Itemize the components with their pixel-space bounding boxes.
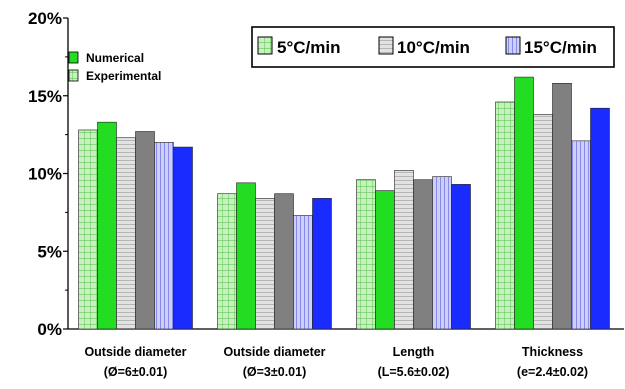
- category-label: (L=5.6±0.02): [378, 365, 450, 379]
- rate-legend: 5°C/min 10°C/min 15°C/min: [251, 26, 615, 68]
- legend-label-numerical: Numerical: [86, 51, 144, 65]
- category-label: (Ø=6±0.01): [104, 365, 168, 379]
- category-label: Outside diameter: [223, 345, 325, 359]
- bar-numerical-1: [552, 83, 572, 330]
- legend-swatch-numerical: [68, 51, 79, 64]
- category-label: Outside diameter: [84, 345, 186, 359]
- category-label: (Ø=3±0.01): [243, 365, 307, 379]
- bar-experimental-2: [432, 176, 452, 330]
- type-legend: Numerical Experimental: [68, 51, 161, 83]
- bar-numerical-2: [312, 198, 332, 330]
- legend-label-experimental: Experimental: [86, 69, 161, 83]
- y-tick-label: 15%: [28, 87, 62, 106]
- bar-experimental-1: [533, 114, 553, 330]
- legend-label-15: 15°C/min: [524, 38, 597, 57]
- bar-numerical-0: [375, 190, 395, 330]
- legend-swatch-experimental: [68, 69, 79, 82]
- bar-experimental-0: [495, 101, 515, 330]
- bar-numerical-0: [236, 182, 256, 330]
- bar-experimental-2: [571, 140, 591, 330]
- legend-swatch-5: [257, 36, 273, 55]
- legend-swatch-15: [505, 36, 521, 55]
- bar-experimental-1: [394, 170, 414, 330]
- y-tick-label: 0%: [37, 320, 62, 339]
- bar-experimental-1: [255, 198, 275, 330]
- bar-numerical-2: [451, 184, 471, 330]
- bar-numerical-1: [274, 193, 294, 330]
- bar-numerical-0: [97, 121, 117, 330]
- category-label: (e=2.4±0.02): [517, 365, 588, 379]
- category-label: Thickness: [522, 345, 583, 359]
- y-tick-label: 5%: [37, 242, 62, 261]
- y-tick-label: 10%: [28, 165, 62, 184]
- bar-numerical-0: [514, 76, 534, 330]
- category-label: Length: [393, 345, 435, 359]
- bar-experimental-2: [293, 215, 313, 330]
- legend-label-10: 10°C/min: [397, 38, 470, 57]
- bar-experimental-0: [217, 193, 237, 330]
- legend-label-5: 5°C/min: [277, 38, 340, 57]
- bar-numerical-2: [590, 107, 610, 330]
- y-tick-label: 20%: [28, 9, 62, 28]
- bar-experimental-1: [116, 137, 136, 330]
- bar-experimental-0: [78, 129, 98, 330]
- bar-numerical-2: [173, 146, 193, 330]
- bars: [78, 76, 610, 330]
- legend-swatch-10: [378, 36, 394, 55]
- bar-experimental-0: [356, 179, 376, 330]
- category-labels: Outside diameter (Ø=6±0.01) Outside diamet…: [84, 345, 588, 379]
- y-tick-labels: 0% 5% 10% 15% 20%: [28, 9, 62, 339]
- bar-numerical-1: [135, 131, 155, 330]
- bar-experimental-2: [154, 142, 174, 330]
- rate-legend-frame: [251, 26, 615, 68]
- bar-numerical-1: [413, 179, 433, 330]
